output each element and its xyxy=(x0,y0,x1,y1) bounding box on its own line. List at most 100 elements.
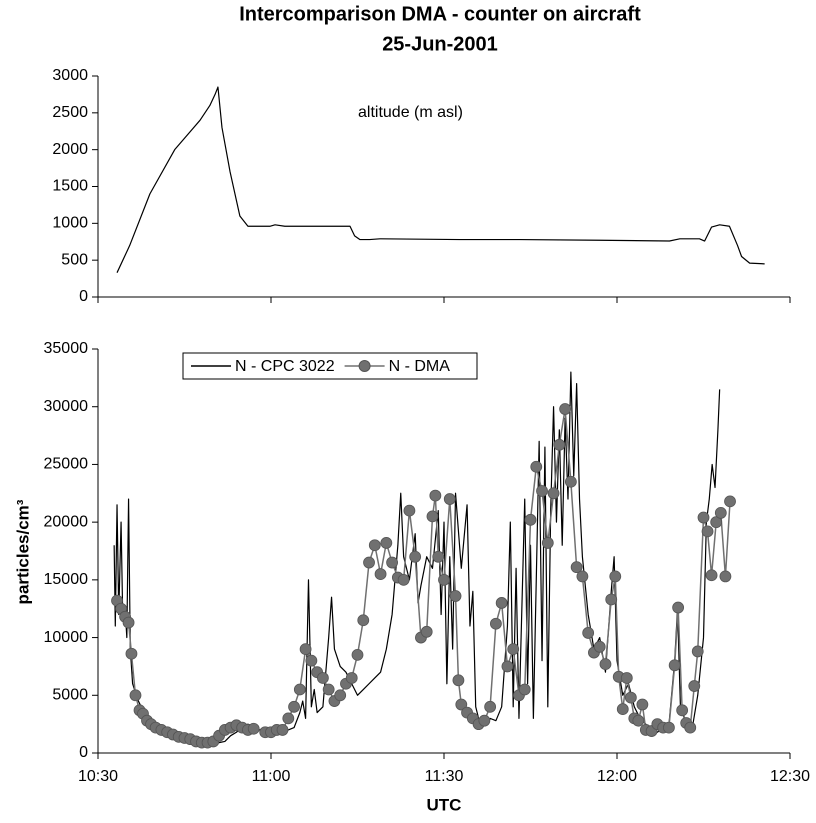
data-point xyxy=(691,645,704,658)
y-tick-label: 3000 xyxy=(52,67,88,84)
data-point xyxy=(701,525,714,538)
data-point xyxy=(276,724,289,736)
data-point xyxy=(576,570,589,583)
data-point xyxy=(426,510,439,523)
data-point xyxy=(518,683,531,696)
data-point xyxy=(316,672,329,684)
data-point xyxy=(409,550,422,563)
data-point xyxy=(443,493,456,505)
data-point xyxy=(668,659,681,672)
data-point xyxy=(624,691,637,704)
data-point xyxy=(507,643,520,656)
y-tick-label: 1500 xyxy=(52,178,88,195)
data-point xyxy=(524,513,537,526)
data-point xyxy=(368,539,381,552)
y-tick-label: 2500 xyxy=(52,104,88,121)
legend-box xyxy=(182,352,478,380)
data-point xyxy=(299,643,312,656)
y-tick-label: 30000 xyxy=(44,398,89,415)
data-point xyxy=(719,570,732,583)
data-point xyxy=(397,573,410,586)
data-point xyxy=(705,569,718,582)
y-tick-label: 25000 xyxy=(44,456,89,473)
data-point xyxy=(380,537,393,549)
x-tick-label: 12:00 xyxy=(597,768,637,785)
data-point xyxy=(684,721,697,734)
data-point xyxy=(609,570,622,583)
data-point xyxy=(432,550,445,563)
data-point xyxy=(125,647,138,660)
data-point xyxy=(593,640,606,653)
data-point xyxy=(374,568,387,580)
data-point xyxy=(547,487,560,500)
chart-title: Intercomparison DMA - counter on aircraf… xyxy=(239,3,641,25)
y-tick-label: 15000 xyxy=(44,571,89,588)
data-point xyxy=(570,561,583,574)
data-point xyxy=(530,460,543,473)
data-point xyxy=(616,703,629,716)
data-point xyxy=(599,658,612,671)
y-tick-label: 1000 xyxy=(52,215,88,232)
y-tick-label: 0 xyxy=(79,744,88,761)
data-point xyxy=(129,689,142,702)
data-point xyxy=(495,597,508,609)
data-point xyxy=(438,573,450,586)
data-point xyxy=(345,672,358,684)
legend-label: N - DMA xyxy=(389,358,451,375)
x-axis-label: UTC xyxy=(427,795,462,814)
series-line xyxy=(116,408,731,744)
data-point xyxy=(403,504,416,517)
data-point xyxy=(484,700,497,713)
y-tick-label: 20000 xyxy=(44,513,89,530)
data-point xyxy=(351,648,364,661)
data-point xyxy=(420,625,433,638)
data-point xyxy=(455,698,468,711)
data-point xyxy=(429,489,442,502)
data-point xyxy=(710,516,723,529)
data-point xyxy=(122,616,135,629)
data-point xyxy=(714,507,727,519)
data-point xyxy=(724,495,736,508)
data-point xyxy=(697,511,710,524)
data-point xyxy=(363,556,375,569)
data-point xyxy=(541,537,554,549)
data-point xyxy=(559,403,571,415)
data-point xyxy=(334,689,347,702)
data-point xyxy=(501,660,514,673)
data-point xyxy=(553,438,566,451)
x-tick-label: 10:30 xyxy=(78,768,118,785)
y-tick-label: 2000 xyxy=(52,141,88,158)
data-point xyxy=(620,672,633,684)
data-point xyxy=(536,485,548,497)
data-point xyxy=(305,654,318,667)
data-point xyxy=(632,714,645,727)
series-line xyxy=(116,86,765,273)
y-tick-label: 5000 xyxy=(52,687,88,704)
data-point xyxy=(605,593,618,606)
data-point xyxy=(564,475,577,488)
y-tick-label: 35000 xyxy=(44,340,89,357)
y-tick-label: 500 xyxy=(61,251,88,268)
data-point xyxy=(478,714,491,727)
data-point xyxy=(452,674,465,687)
legend-marker xyxy=(358,360,371,372)
x-tick-label: 11:00 xyxy=(252,768,291,785)
data-point xyxy=(322,683,335,696)
data-point xyxy=(489,617,502,630)
data-point xyxy=(449,590,462,602)
data-point xyxy=(282,712,295,725)
y-tick-label: 0 xyxy=(79,288,88,305)
data-point xyxy=(676,704,689,717)
data-point xyxy=(386,556,399,569)
data-point xyxy=(247,722,260,735)
x-tick-label: 12:30 xyxy=(770,768,810,785)
data-point xyxy=(288,700,300,713)
x-tick-label: 11:30 xyxy=(425,768,464,785)
data-point xyxy=(663,721,675,734)
data-point xyxy=(582,627,595,639)
y-axis-label: particles/cm³ xyxy=(13,499,32,604)
legend-label: N - CPC 3022 xyxy=(235,358,335,375)
data-point xyxy=(636,698,649,711)
